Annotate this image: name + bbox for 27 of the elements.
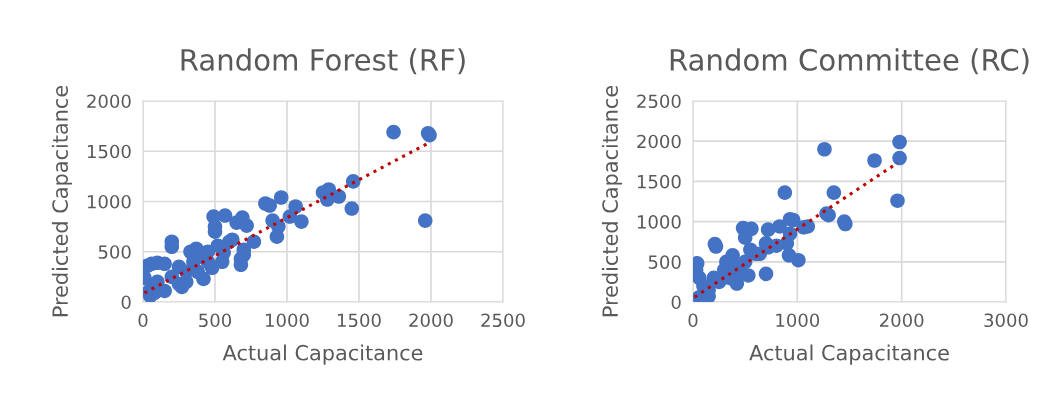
y-tick-label: 1500 bbox=[87, 144, 131, 159]
x-tick-label: 1500 bbox=[338, 313, 381, 328]
y-tick-label: 500 bbox=[98, 245, 131, 259]
x-tick-label: 0 bbox=[138, 313, 148, 328]
y-tick-label: 2500 bbox=[637, 94, 681, 109]
y-tick-label: 0 bbox=[121, 295, 131, 310]
y-axis-title: Predicted Capacitance bbox=[51, 85, 73, 317]
x-tick-label: 0 bbox=[688, 313, 698, 328]
y-tick-label: 0 bbox=[671, 295, 681, 310]
x-tick-label: 1000 bbox=[776, 313, 820, 328]
y-axis-title: Predicted Capacitance bbox=[601, 85, 623, 317]
y-tick-label: 1000 bbox=[87, 194, 131, 209]
chart-title: Random Committee (RC) bbox=[670, 48, 1029, 75]
chart-title: Random Forest (RF) bbox=[181, 48, 465, 75]
y-tick-label: 500 bbox=[648, 255, 681, 269]
y-tick-label: 2000 bbox=[637, 134, 681, 149]
x-tick-label: 500 bbox=[199, 313, 232, 328]
x-axis-title: Actual Capacitance bbox=[749, 344, 949, 365]
x-tick-label: 1000 bbox=[266, 313, 309, 328]
x-tick-label: 2000 bbox=[409, 313, 453, 328]
y-tick-label: 1500 bbox=[637, 174, 681, 189]
x-tick-label: 2500 bbox=[481, 313, 525, 328]
x-tick-label: 2000 bbox=[880, 313, 924, 328]
x-axis-title: Actual Capacitance bbox=[222, 344, 423, 365]
y-tick-label: 1000 bbox=[637, 215, 681, 229]
y-tick-label: 2000 bbox=[87, 94, 131, 109]
x-tick-label: 3000 bbox=[984, 313, 1028, 328]
